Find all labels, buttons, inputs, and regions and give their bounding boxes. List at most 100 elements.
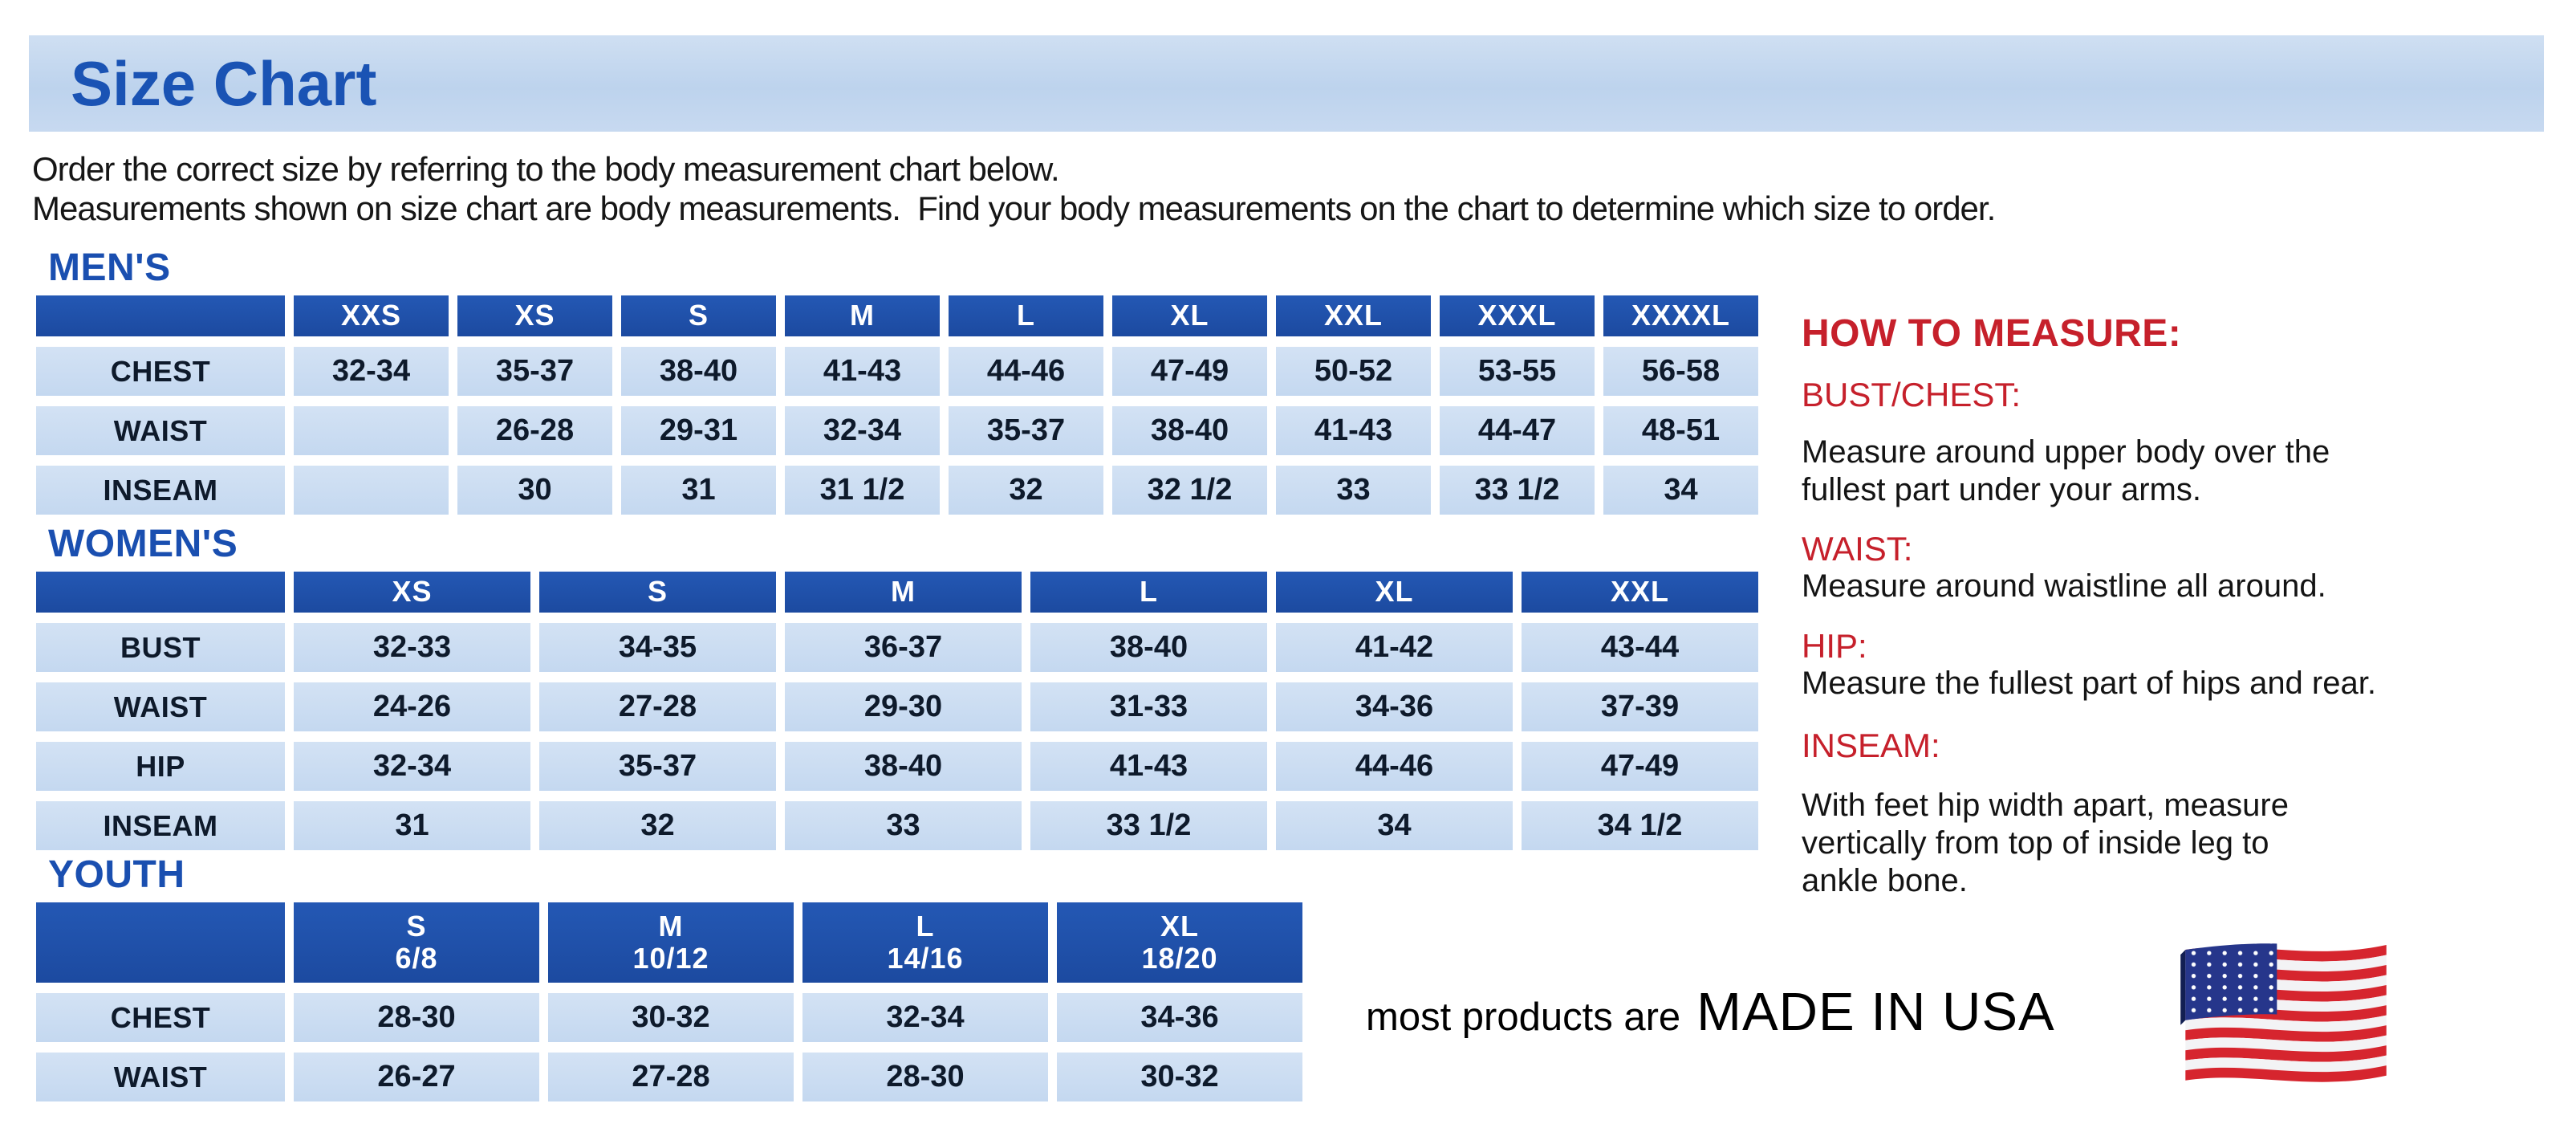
column-header: L — [1030, 572, 1267, 613]
column-header: L 14/16 — [802, 902, 1048, 983]
size-value-cell: 31 1/2 — [785, 466, 940, 515]
how-to-measure-panel: HOW TO MEASURE: BUST/CHEST: Measure arou… — [1802, 0, 2556, 1132]
column-header: L — [949, 295, 1103, 336]
how-to-measure-title: HOW TO MEASURE: — [1802, 312, 2182, 355]
size-value-cell: 47-49 — [1112, 347, 1267, 396]
size-value-cell: 47-49 — [1522, 742, 1758, 791]
size-value-cell: 43-44 — [1522, 623, 1758, 672]
size-value-cell: 26-28 — [457, 406, 612, 455]
size-value-cell: 34 1/2 — [1522, 801, 1758, 850]
corner-header-cell — [36, 295, 285, 336]
size-value-cell: 36-37 — [785, 623, 1022, 672]
size-value-cell: 32-33 — [294, 623, 530, 672]
intro-line-1: Order the correct size by referring to t… — [32, 150, 1060, 188]
size-value-cell: 34 — [1276, 801, 1513, 850]
size-value-cell: 32 1/2 — [1112, 466, 1267, 515]
row-label: CHEST — [36, 347, 285, 396]
size-value-cell: 29-31 — [621, 406, 776, 455]
size-value-cell: 34-36 — [1276, 682, 1513, 731]
column-header: XL — [1276, 572, 1513, 613]
section-title-mens: MEN'S — [48, 246, 171, 289]
row-label: CHEST — [36, 993, 285, 1042]
corner-header-cell — [36, 902, 285, 983]
row-label: WAIST — [36, 406, 285, 455]
size-value-cell: 30 — [457, 466, 612, 515]
size-value-cell: 34-35 — [539, 623, 776, 672]
womens-size-table: XS S M L XL XXL BUST 32-33 34-35 36-37 38-40 41-42 4… — [36, 572, 1758, 850]
size-value-cell: 41-43 — [785, 347, 940, 396]
size-value-cell: 44-47 — [1440, 406, 1595, 455]
size-value-cell: 35-37 — [949, 406, 1103, 455]
title-banner: Size Chart — [29, 35, 2544, 132]
made-in-usa-line: most products are MADE IN USA — [1366, 981, 2055, 1043]
column-header: M — [785, 572, 1022, 613]
size-value-cell — [294, 406, 449, 455]
usa-flag-icon — [2171, 938, 2399, 1094]
size-value-cell: 33 1/2 — [1030, 801, 1267, 850]
measure-text-waist: Measure around waistline all around. — [1802, 568, 2326, 604]
size-value-cell: 56-58 — [1603, 347, 1758, 396]
column-header: XL 18/20 — [1057, 902, 1302, 983]
size-value-cell: 32-34 — [294, 347, 449, 396]
column-header: M 10/12 — [548, 902, 794, 983]
column-header: XXL — [1522, 572, 1758, 613]
made-in-usa-text: MADE IN USA — [1696, 982, 2055, 1042]
measure-text-hip: Measure the fullest part of hips and rea… — [1802, 666, 2376, 701]
measure-text-bust-chest: Measure around upper body over the fulle… — [1802, 434, 2330, 507]
size-value-cell: 41-42 — [1276, 623, 1513, 672]
column-header: S — [621, 295, 776, 336]
size-value-cell: 31 — [621, 466, 776, 515]
size-value-cell: 33 — [1276, 466, 1431, 515]
size-value-cell: 31 — [294, 801, 530, 850]
size-value-cell: 33 1/2 — [1440, 466, 1595, 515]
intro-text: Order the correct size by referring to t… — [32, 149, 2552, 228]
row-label: BUST — [36, 623, 285, 672]
column-header: XXXL — [1440, 295, 1595, 336]
corner-header-cell — [36, 572, 285, 613]
youth-size-table: S 6/8 M 10/12 L 14/16 XL 18/20 CHEST 28-30 30-… — [36, 902, 1302, 1101]
size-value-cell: 28-30 — [802, 1053, 1048, 1101]
measure-text-inseam: With feet hip width apart, measure verti… — [1802, 788, 2289, 898]
row-label: HIP — [36, 742, 285, 791]
size-value-cell: 44-46 — [949, 347, 1103, 396]
column-header: XS — [457, 295, 612, 336]
size-value-cell: 32-34 — [802, 993, 1048, 1042]
column-header: S — [539, 572, 776, 613]
size-value-cell: 30-32 — [1057, 1053, 1302, 1101]
section-title-womens: WOMEN'S — [48, 523, 238, 565]
mens-size-table: XXS XS S M L XL XXL XXXL XXXXL CHEST 32-34 35-37 38-… — [36, 295, 1758, 515]
size-value-cell: 35-37 — [539, 742, 776, 791]
size-value-cell: 30-32 — [548, 993, 794, 1042]
size-value-cell: 32 — [949, 466, 1103, 515]
column-header: XXXXL — [1603, 295, 1758, 336]
measure-label-waist: WAIST: — [1802, 530, 1913, 568]
size-value-cell: 24-26 — [294, 682, 530, 731]
size-value-cell: 48-51 — [1603, 406, 1758, 455]
measure-label-hip: HIP: — [1802, 627, 1867, 665]
size-value-cell: 33 — [785, 801, 1022, 850]
size-value-cell: 38-40 — [1030, 623, 1267, 672]
size-value-cell: 50-52 — [1276, 347, 1431, 396]
size-value-cell: 35-37 — [457, 347, 612, 396]
column-header: XXL — [1276, 295, 1431, 336]
row-label: INSEAM — [36, 801, 285, 850]
size-value-cell: 28-30 — [294, 993, 539, 1042]
size-value-cell: 31-33 — [1030, 682, 1267, 731]
size-value-cell: 38-40 — [1112, 406, 1267, 455]
size-value-cell: 34-36 — [1057, 993, 1302, 1042]
measure-label-bust-chest: BUST/CHEST: — [1802, 376, 2021, 413]
row-label: INSEAM — [36, 466, 285, 515]
size-value-cell: 27-28 — [548, 1053, 794, 1101]
size-value-cell: 38-40 — [621, 347, 776, 396]
section-title-youth: YOUTH — [48, 853, 185, 896]
size-value-cell: 41-43 — [1276, 406, 1431, 455]
page-title: Size Chart — [71, 47, 377, 119]
size-value-cell: 32-34 — [785, 406, 940, 455]
column-header: XL — [1112, 295, 1267, 336]
size-value-cell: 38-40 — [785, 742, 1022, 791]
size-value-cell: 37-39 — [1522, 682, 1758, 731]
column-header: S 6/8 — [294, 902, 539, 983]
size-value-cell: 32-34 — [294, 742, 530, 791]
size-value-cell: 34 — [1603, 466, 1758, 515]
